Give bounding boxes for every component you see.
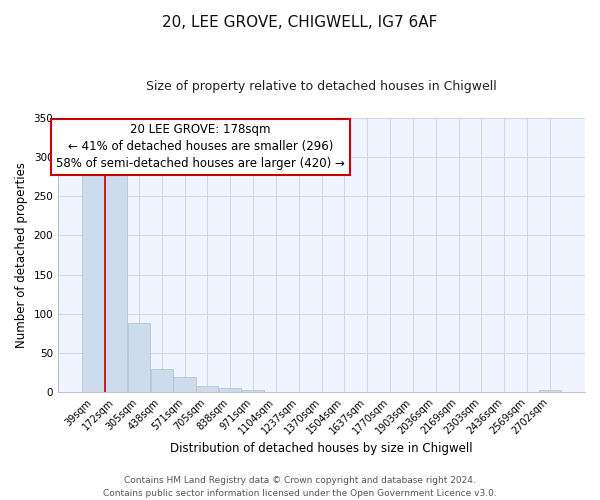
Bar: [219, 388, 241, 392]
Text: 20 LEE GROVE: 178sqm
← 41% of detached houses are smaller (296)
58% of semi-deta: 20 LEE GROVE: 178sqm ← 41% of detached h…: [56, 124, 345, 170]
Title: Size of property relative to detached houses in Chigwell: Size of property relative to detached ho…: [146, 80, 497, 93]
Text: 20, LEE GROVE, CHIGWELL, IG7 6AF: 20, LEE GROVE, CHIGWELL, IG7 6AF: [163, 15, 437, 30]
Bar: [105, 164, 127, 392]
Bar: [151, 368, 173, 392]
Bar: [539, 390, 561, 392]
Bar: [196, 386, 218, 392]
Bar: [128, 323, 150, 392]
Bar: [82, 174, 104, 392]
Bar: [242, 390, 264, 392]
Text: Contains HM Land Registry data © Crown copyright and database right 2024.
Contai: Contains HM Land Registry data © Crown c…: [103, 476, 497, 498]
X-axis label: Distribution of detached houses by size in Chigwell: Distribution of detached houses by size …: [170, 442, 473, 455]
Y-axis label: Number of detached properties: Number of detached properties: [15, 162, 28, 348]
Bar: [173, 376, 196, 392]
